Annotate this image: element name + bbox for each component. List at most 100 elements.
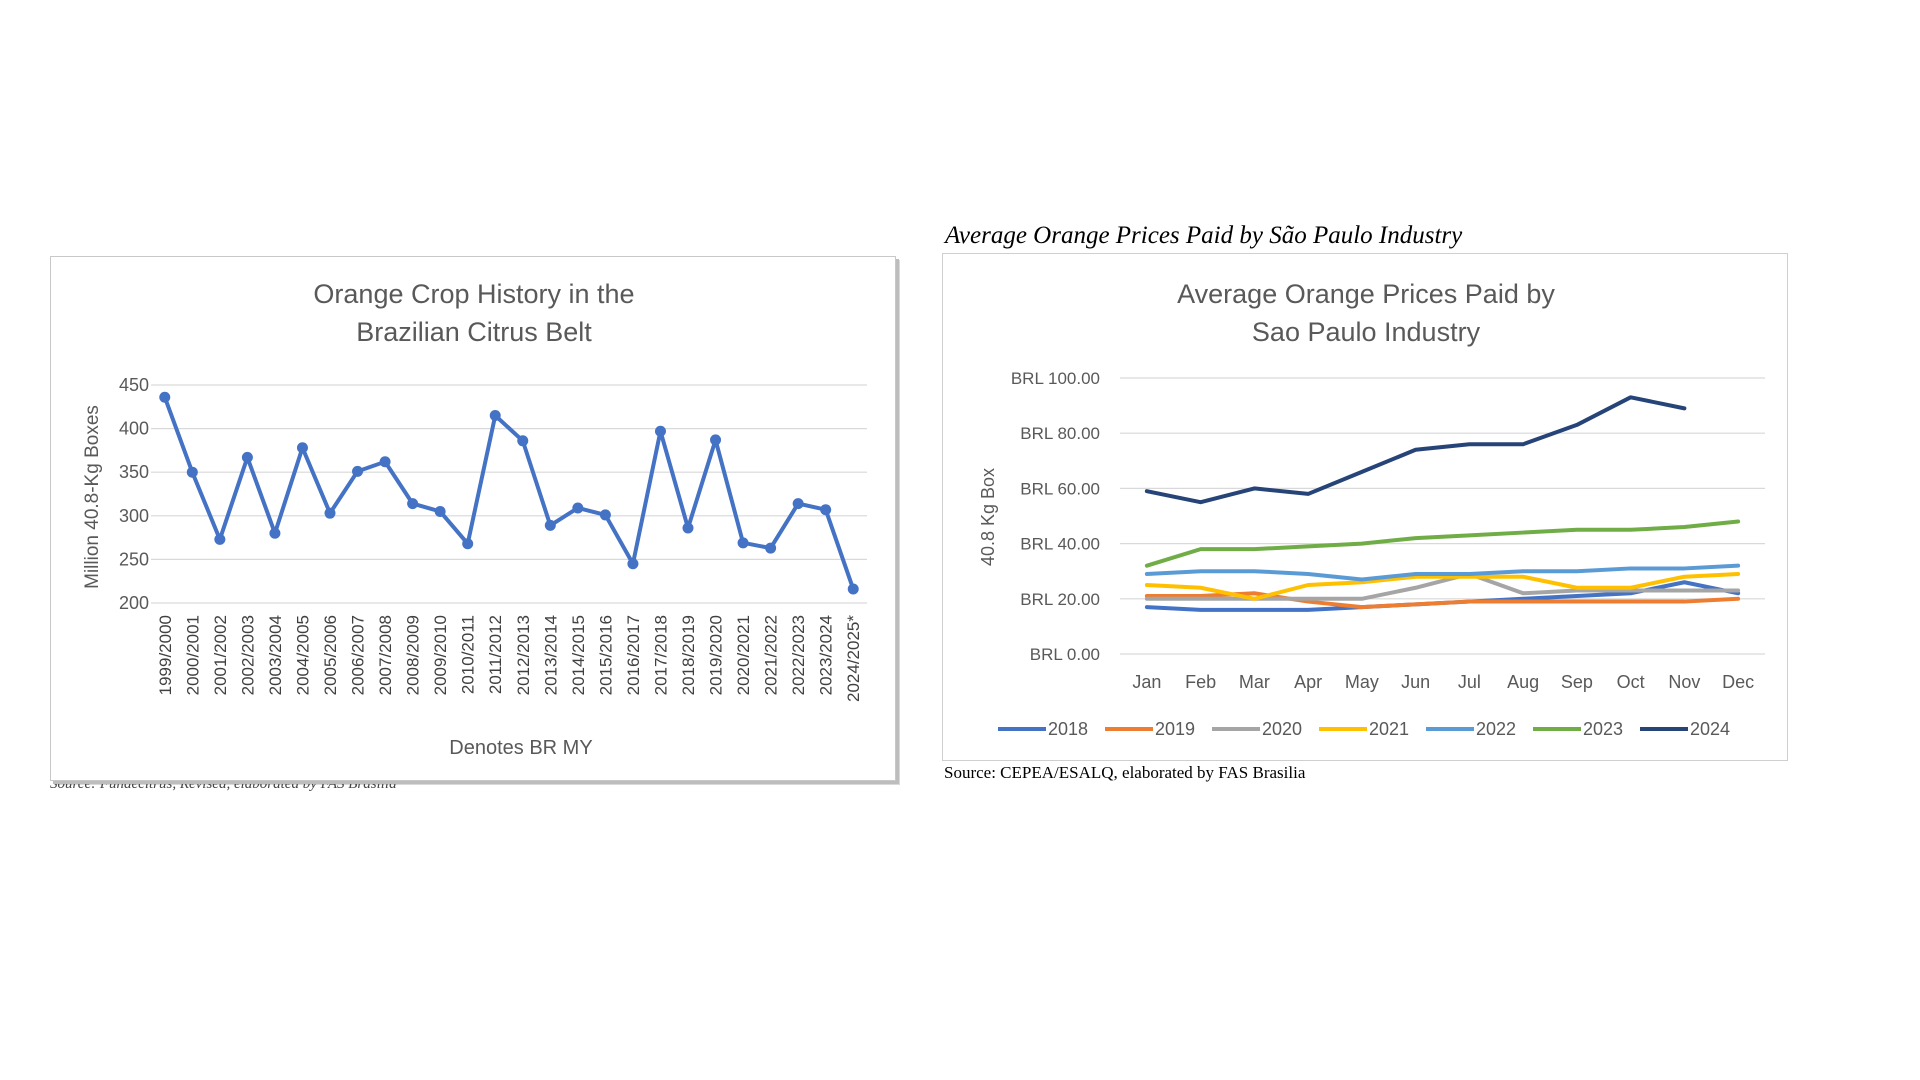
x-tick-label: 2017/2018 — [651, 615, 670, 695]
x-tick-label: 1999/2000 — [156, 615, 175, 695]
chart-title-line-1: Average Orange Prices Paid by — [1177, 279, 1555, 309]
y-axis-label: Million 40.8-Kg Boxes — [82, 405, 103, 589]
data-point — [159, 391, 171, 403]
x-tick-label: Jul — [1458, 672, 1481, 692]
x-tick-label: 2007/2008 — [376, 615, 395, 695]
data-point — [765, 542, 777, 554]
data-point — [379, 456, 391, 468]
x-tick-labels: Jan Feb Mar Apr May Jun Jul Aug Sep Oct Nov Dec — [1132, 672, 1754, 692]
legend: 2018 2019 2020 2021 2022 2023 2024 — [998, 719, 1730, 739]
x-tick-label: 2018/2019 — [679, 615, 698, 695]
crop-series — [159, 391, 859, 595]
x-tick-label: 2015/2016 — [596, 615, 615, 695]
y-tick-label: 350 — [119, 462, 149, 482]
x-tick-label: 2012/2013 — [514, 615, 533, 695]
x-tick-label: Aug — [1507, 672, 1539, 692]
x-tick-label: Nov — [1668, 672, 1700, 692]
legend-label: 2023 — [1583, 719, 1623, 739]
data-point — [186, 466, 198, 478]
x-tick-label: 2009/2010 — [431, 615, 450, 695]
legend-label: 2019 — [1155, 719, 1195, 739]
legend-label: 2018 — [1048, 719, 1088, 739]
series-line-2019 — [1144, 591, 1741, 610]
x-tick-labels: 1999/2000 2000/2001 2001/2002 2002/2003 2003… — [156, 615, 863, 702]
x-tick-label: 2004/2005 — [293, 615, 312, 695]
x-tick-label: 2016/2017 — [624, 615, 643, 695]
y-tick-label: 200 — [119, 593, 149, 613]
chart-title-line-1: Orange Crop History in the — [313, 279, 634, 309]
data-point — [214, 533, 226, 545]
series-line-2023 — [1144, 519, 1741, 568]
chart-title-line-2: Sao Paulo Industry — [1252, 317, 1481, 347]
orange-prices-chart-panel: Average Orange Prices Paid by Sao Paulo … — [942, 253, 1788, 761]
x-tick-label: Mar — [1239, 672, 1270, 692]
y-tick-label: 450 — [119, 375, 149, 395]
x-tick-label: 2024/2025* — [844, 615, 863, 702]
series-line-2024 — [1144, 395, 1687, 505]
legend-label: 2020 — [1262, 719, 1302, 739]
x-tick-label: 2010/2011 — [459, 615, 478, 694]
data-point — [599, 509, 611, 521]
grid-lines — [151, 384, 867, 604]
data-point — [572, 502, 584, 514]
x-tick-label: 2023/2024 — [817, 615, 836, 695]
y-tick-label: BRL 20.00 — [1020, 590, 1100, 609]
y-tick-label: 250 — [119, 549, 149, 569]
x-tick-label: 2022/2023 — [789, 615, 808, 695]
x-tick-label: Feb — [1185, 672, 1216, 692]
data-point — [517, 435, 529, 447]
data-point — [324, 507, 336, 519]
data-point — [792, 498, 804, 510]
x-tick-label: 2002/2003 — [238, 615, 257, 695]
legend-label: 2024 — [1690, 719, 1730, 739]
y-tick-labels: BRL 0.00 BRL 20.00 BRL 40.00 BRL 60.00 BRL 8… — [1011, 369, 1100, 664]
x-tick-label: 2013/2014 — [541, 615, 560, 695]
data-point — [847, 583, 859, 595]
orange-prices-chart: Average Orange Prices Paid by Sao Paulo … — [978, 279, 1765, 739]
data-point — [627, 558, 639, 570]
x-tick-label: Dec — [1722, 672, 1754, 692]
legend-label: 2022 — [1476, 719, 1516, 739]
x-tick-label: 2005/2006 — [321, 615, 340, 695]
grid-lines — [1120, 377, 1765, 655]
x-tick-label: 2000/2001 — [183, 615, 202, 695]
y-tick-label: BRL 0.00 — [1030, 645, 1100, 664]
series-line-2022 — [1144, 563, 1741, 582]
crop-history-chart-panel: Orange Crop History in the Brazilian Cit… — [50, 256, 896, 781]
cut-off-source-caption: Source: Fundecitrus, Revised, elaborated… — [50, 784, 896, 792]
chart-title-line-2: Brazilian Citrus Belt — [356, 317, 592, 347]
x-tick-label: 2008/2009 — [404, 615, 423, 695]
data-point — [462, 538, 474, 550]
crop-series-line — [162, 396, 856, 590]
y-tick-label: BRL 40.00 — [1020, 535, 1100, 554]
data-point — [710, 434, 722, 446]
x-tick-label: Oct — [1617, 672, 1645, 692]
x-tick-label: 2006/2007 — [349, 615, 368, 695]
x-tick-label: 2020/2021 — [734, 615, 753, 695]
x-tick-label: Jun — [1401, 672, 1430, 692]
crop-history-chart: Orange Crop History in the Brazilian Cit… — [82, 279, 867, 759]
data-point — [296, 442, 308, 454]
data-point — [737, 537, 749, 549]
data-point — [434, 505, 446, 517]
price-series — [1144, 395, 1741, 612]
figure-source-caption: Source: CEPEA/ESALQ, elaborated by FAS B… — [944, 763, 1306, 782]
data-point — [407, 498, 419, 510]
data-point — [820, 504, 832, 516]
x-tick-label: May — [1345, 672, 1379, 692]
y-tick-label: 400 — [119, 419, 149, 439]
series-line-2021 — [1144, 571, 1741, 601]
data-point — [352, 465, 364, 477]
x-tick-label: 2003/2004 — [266, 615, 285, 695]
y-tick-labels: 200 250 300 350 400 450 — [119, 375, 149, 613]
x-tick-label: 2021/2022 — [762, 615, 781, 695]
cut-off-source-text: Source: Fundecitrus, Revised, elaborated… — [50, 784, 397, 792]
data-point — [241, 451, 253, 463]
x-tick-label: 2011/2012 — [486, 615, 505, 694]
data-point — [682, 522, 694, 534]
x-tick-label: 2019/2020 — [707, 615, 726, 695]
x-tick-label: 2014/2015 — [569, 615, 588, 695]
data-point — [654, 425, 666, 437]
y-axis-label: 40.8 Kg Box — [978, 468, 998, 566]
figure-caption-title: Average Orange Prices Paid by São Paulo … — [945, 222, 1463, 249]
